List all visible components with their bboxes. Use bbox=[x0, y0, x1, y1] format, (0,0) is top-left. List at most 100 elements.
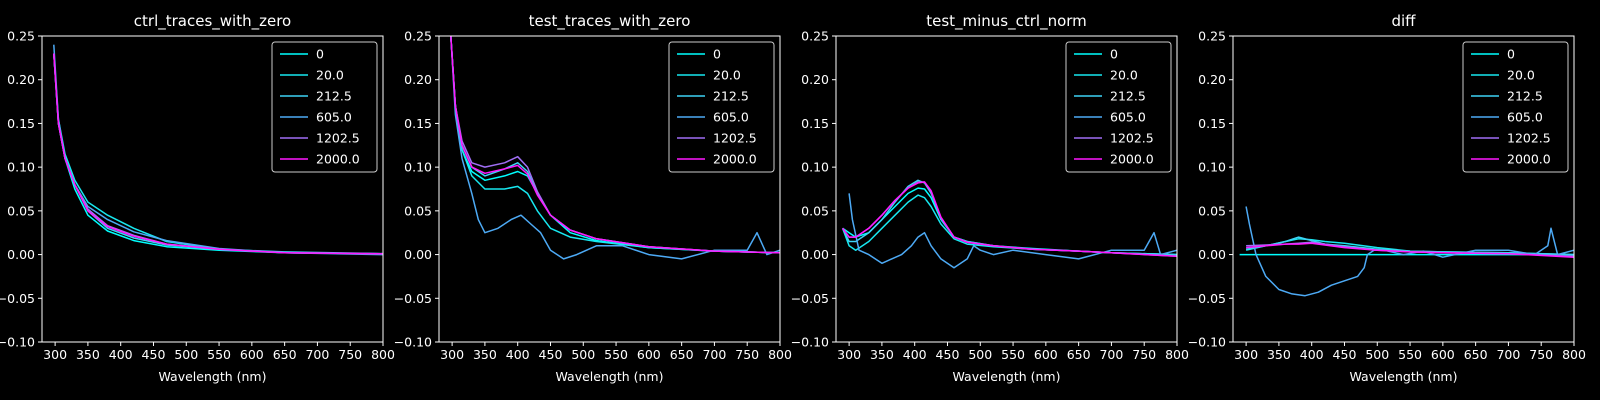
x-tick-label: 550 bbox=[1398, 347, 1422, 362]
x-tick-label: 600 bbox=[1034, 347, 1058, 362]
x-tick-label: 650 bbox=[1067, 347, 1091, 362]
panel-title: diff bbox=[1391, 12, 1416, 30]
y-tick-label: 0.25 bbox=[801, 29, 829, 44]
legend-label: 212.5 bbox=[316, 89, 352, 104]
series-line-5 bbox=[841, 181, 1177, 258]
plot-frame bbox=[438, 35, 781, 343]
x-tick-label: 600 bbox=[637, 347, 661, 362]
legend-label: 1202.5 bbox=[1507, 131, 1551, 146]
plot-frame bbox=[835, 35, 1178, 343]
x-tick-label: 550 bbox=[604, 347, 628, 362]
legend-label: 1202.5 bbox=[713, 131, 757, 146]
x-tick-label: 700 bbox=[305, 347, 329, 362]
series-group bbox=[1239, 206, 1574, 297]
y-tick-label: 0.15 bbox=[1198, 116, 1226, 131]
series-line-3 bbox=[450, 36, 780, 260]
x-tick-label: 800 bbox=[371, 347, 395, 362]
legend: 0 20.0 212.5 605.0 1202.5 2000.0 bbox=[1462, 41, 1569, 173]
y-tick-label: −0.10 bbox=[394, 335, 432, 350]
legend-label: 2000.0 bbox=[1110, 152, 1154, 167]
x-tick-label: 750 bbox=[1529, 347, 1553, 362]
panel-4: 300 350 400 450 500 550 600 650 700 750 800 0.25 0.2… bbox=[1188, 12, 1586, 384]
panel-2: 300 350 400 450 500 550 600 650 700 750 800 0.25 0.2… bbox=[394, 12, 792, 384]
legend-label: 2000.0 bbox=[713, 152, 757, 167]
x-tick-label: 450 bbox=[936, 347, 960, 362]
y-tick-label: −0.10 bbox=[1188, 335, 1226, 350]
legend-label: 20.0 bbox=[713, 68, 741, 83]
x-tick-label: 500 bbox=[1365, 347, 1389, 362]
x-tick-label: 450 bbox=[142, 347, 166, 362]
y-tick-label: −0.05 bbox=[1188, 291, 1226, 306]
y-tick-label: 0.10 bbox=[7, 160, 35, 175]
y-tick-label: 0.05 bbox=[404, 203, 432, 218]
legend-label: 1202.5 bbox=[1110, 131, 1154, 146]
y-tick-label: −0.05 bbox=[0, 291, 35, 306]
y-tick-label: 0.25 bbox=[404, 29, 432, 44]
legend: 0 20.0 212.5 605.0 1202.5 2000.0 bbox=[1065, 41, 1172, 173]
x-tick-label: 350 bbox=[1267, 347, 1291, 362]
y-tick-label: 0.20 bbox=[7, 72, 35, 87]
y-tick-label: 0.00 bbox=[404, 247, 432, 262]
legend-label: 0 bbox=[1110, 47, 1118, 62]
x-tick-label: 800 bbox=[1165, 347, 1189, 362]
x-tick-label: 450 bbox=[1333, 347, 1357, 362]
legend: 0 20.0 212.5 605.0 1202.5 2000.0 bbox=[668, 41, 775, 173]
series-line-5 bbox=[1246, 242, 1574, 258]
y-tick-label: −0.10 bbox=[791, 335, 829, 350]
legend-label: 20.0 bbox=[1110, 68, 1138, 83]
series-line-5 bbox=[53, 53, 383, 255]
y-tick-label: 0.15 bbox=[801, 116, 829, 131]
x-tick-label: 600 bbox=[240, 347, 264, 362]
x-axis-label: Wavelength (nm) bbox=[556, 369, 664, 384]
x-tick-label: 550 bbox=[1001, 347, 1025, 362]
legend-label: 0 bbox=[1507, 47, 1515, 62]
x-tick-label: 750 bbox=[735, 347, 759, 362]
series-line-5 bbox=[450, 36, 780, 254]
legend-label: 0 bbox=[713, 47, 721, 62]
x-tick-label: 750 bbox=[1132, 347, 1156, 362]
x-tick-label: 350 bbox=[473, 347, 497, 362]
y-tick-label: 0.00 bbox=[801, 247, 829, 262]
y-tick-label: 0.00 bbox=[1198, 247, 1226, 262]
x-tick-label: 700 bbox=[1496, 347, 1520, 362]
y-tick-label: 0.05 bbox=[1198, 203, 1226, 218]
y-tick-label: 0.10 bbox=[404, 160, 432, 175]
legend-label: 20.0 bbox=[316, 68, 344, 83]
y-tick-label: 0.25 bbox=[7, 29, 35, 44]
legend-label: 605.0 bbox=[316, 110, 352, 125]
x-axis-label: Wavelength (nm) bbox=[159, 369, 267, 384]
x-tick-label: 550 bbox=[207, 347, 231, 362]
panel-1: 300 350 400 450 500 550 600 650 700 750 800 0.25 0.2… bbox=[0, 12, 395, 384]
legend: 0 20.0 212.5 605.0 1202.5 2000.0 bbox=[271, 41, 378, 173]
y-tick-label: −0.05 bbox=[791, 291, 829, 306]
x-tick-label: 400 bbox=[1300, 347, 1324, 362]
series-group bbox=[841, 179, 1177, 269]
x-tick-label: 700 bbox=[702, 347, 726, 362]
x-tick-label: 400 bbox=[903, 347, 927, 362]
x-tick-label: 400 bbox=[109, 347, 133, 362]
y-tick-label: 0.10 bbox=[801, 160, 829, 175]
x-tick-label: 800 bbox=[1562, 347, 1586, 362]
panel-title: ctrl_traces_with_zero bbox=[134, 12, 291, 31]
x-axis-label: Wavelength (nm) bbox=[953, 369, 1061, 384]
y-tick-label: 0.15 bbox=[404, 116, 432, 131]
x-tick-label: 750 bbox=[338, 347, 362, 362]
x-tick-label: 300 bbox=[1234, 347, 1258, 362]
legend-label: 605.0 bbox=[1507, 110, 1543, 125]
x-tick-label: 500 bbox=[571, 347, 595, 362]
y-tick-label: 0.25 bbox=[1198, 29, 1226, 44]
series-line-1 bbox=[450, 36, 780, 254]
y-tick-label: 0.05 bbox=[7, 203, 35, 218]
y-tick-label: 0.15 bbox=[7, 116, 35, 131]
y-tick-label: 0.20 bbox=[801, 72, 829, 87]
x-axis-label: Wavelength (nm) bbox=[1350, 369, 1458, 384]
panel-3: 300 350 400 450 500 550 600 650 700 750 800 0.25 0.2… bbox=[791, 12, 1189, 384]
series-line-3 bbox=[848, 193, 1177, 269]
y-tick-label: 0.10 bbox=[1198, 160, 1226, 175]
series-line-0 bbox=[842, 187, 1177, 256]
x-tick-label: 300 bbox=[837, 347, 861, 362]
x-tick-label: 300 bbox=[43, 347, 67, 362]
panel-title: test_minus_ctrl_norm bbox=[926, 12, 1087, 31]
x-tick-label: 650 bbox=[1464, 347, 1488, 362]
